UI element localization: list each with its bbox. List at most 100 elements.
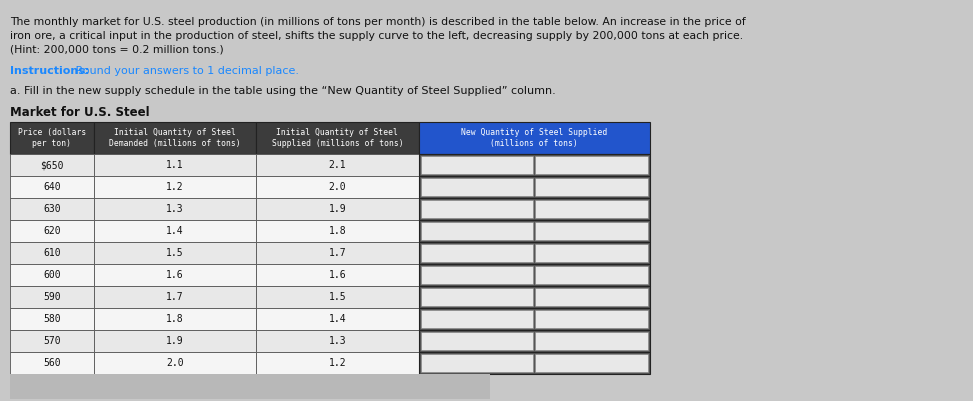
Bar	[420, 310, 533, 328]
Text: 1.2: 1.2	[166, 182, 184, 192]
Text: Instructions:: Instructions:	[10, 66, 90, 76]
Text: 1.6: 1.6	[329, 270, 346, 280]
Bar	[535, 222, 648, 240]
Text: 1.3: 1.3	[166, 204, 184, 214]
Bar	[535, 310, 648, 328]
Text: 1.7: 1.7	[329, 248, 346, 258]
Bar	[93, 242, 256, 264]
Text: 1.8: 1.8	[166, 314, 184, 324]
Bar	[256, 220, 418, 242]
Bar	[10, 242, 93, 264]
Text: 1.9: 1.9	[329, 204, 346, 214]
Bar	[535, 156, 648, 174]
Text: New Quantity of Steel Supplied
(millions of tons): New Quantity of Steel Supplied (millions…	[461, 128, 607, 148]
Bar	[418, 352, 650, 374]
Text: 1.3: 1.3	[329, 336, 346, 346]
Bar	[418, 242, 650, 264]
Bar	[256, 154, 418, 176]
Text: 2.0: 2.0	[166, 358, 184, 368]
Text: 610: 610	[43, 248, 60, 258]
Bar	[418, 220, 650, 242]
Bar	[256, 352, 418, 374]
Bar	[420, 156, 533, 174]
Bar	[10, 352, 93, 374]
Bar	[256, 198, 418, 220]
Text: Market for U.S. Steel: Market for U.S. Steel	[10, 106, 150, 119]
Bar	[420, 288, 533, 306]
Bar	[420, 354, 533, 372]
Text: 570: 570	[43, 336, 60, 346]
Bar	[420, 222, 533, 240]
Bar	[535, 178, 648, 196]
Text: The monthly market for U.S. steel production (in millions of tons per month) is : The monthly market for U.S. steel produc…	[10, 17, 745, 27]
Bar	[420, 244, 533, 262]
Bar	[256, 176, 418, 198]
Text: (Hint: 200,000 tons = 0.2 million tons.): (Hint: 200,000 tons = 0.2 million tons.)	[10, 45, 224, 55]
Bar	[10, 374, 490, 399]
Bar	[10, 286, 93, 308]
Text: Initial Quantity of Steel
Supplied (millions of tons): Initial Quantity of Steel Supplied (mill…	[271, 128, 403, 148]
Bar	[535, 266, 648, 284]
Text: 590: 590	[43, 292, 60, 302]
Bar	[10, 330, 93, 352]
Bar	[93, 264, 256, 286]
Text: 1.5: 1.5	[329, 292, 346, 302]
Text: 1.1: 1.1	[166, 160, 184, 170]
Bar	[420, 178, 533, 196]
Text: 1.2: 1.2	[329, 358, 346, 368]
Text: 640: 640	[43, 182, 60, 192]
Text: 1.8: 1.8	[329, 226, 346, 236]
Text: 1.9: 1.9	[166, 336, 184, 346]
Bar	[418, 286, 650, 308]
Text: 1.4: 1.4	[329, 314, 346, 324]
Text: Initial Quantity of Steel
Demanded (millions of tons): Initial Quantity of Steel Demanded (mill…	[109, 128, 240, 148]
Text: 630: 630	[43, 204, 60, 214]
Bar	[256, 264, 418, 286]
Bar	[93, 122, 256, 154]
Bar	[420, 332, 533, 350]
Text: 600: 600	[43, 270, 60, 280]
Bar	[256, 286, 418, 308]
Bar	[256, 242, 418, 264]
Text: iron ore, a critical input in the production of steel, shifts the supply curve t: iron ore, a critical input in the produc…	[10, 31, 743, 41]
Text: $650: $650	[40, 160, 63, 170]
Text: 560: 560	[43, 358, 60, 368]
Bar	[10, 176, 93, 198]
Text: Round your answers to 1 decimal place.: Round your answers to 1 decimal place.	[72, 66, 299, 76]
Bar	[418, 330, 650, 352]
Text: 2.0: 2.0	[329, 182, 346, 192]
Bar	[535, 200, 648, 218]
Text: 2.1: 2.1	[329, 160, 346, 170]
Bar	[418, 264, 650, 286]
Text: 620: 620	[43, 226, 60, 236]
Bar	[93, 286, 256, 308]
Bar	[418, 308, 650, 330]
Bar	[93, 220, 256, 242]
Text: Price (dollars
per ton): Price (dollars per ton)	[18, 128, 86, 148]
Bar	[93, 198, 256, 220]
Bar	[420, 266, 533, 284]
Text: 1.6: 1.6	[166, 270, 184, 280]
Bar	[10, 308, 93, 330]
Bar	[93, 176, 256, 198]
Bar	[256, 308, 418, 330]
Bar	[535, 332, 648, 350]
Bar	[10, 220, 93, 242]
Bar	[93, 308, 256, 330]
Bar	[256, 330, 418, 352]
Bar	[418, 122, 650, 154]
Text: a. Fill in the new supply schedule in the table using the “New Quantity of Steel: a. Fill in the new supply schedule in th…	[10, 86, 556, 96]
Text: 1.4: 1.4	[166, 226, 184, 236]
Bar	[10, 198, 93, 220]
Bar	[93, 330, 256, 352]
Bar	[10, 154, 93, 176]
Text: 1.5: 1.5	[166, 248, 184, 258]
Bar	[418, 198, 650, 220]
Bar	[535, 354, 648, 372]
Text: 1.7: 1.7	[166, 292, 184, 302]
Bar	[256, 122, 418, 154]
Bar	[93, 352, 256, 374]
Text: 580: 580	[43, 314, 60, 324]
Bar	[418, 176, 650, 198]
Bar	[418, 154, 650, 176]
